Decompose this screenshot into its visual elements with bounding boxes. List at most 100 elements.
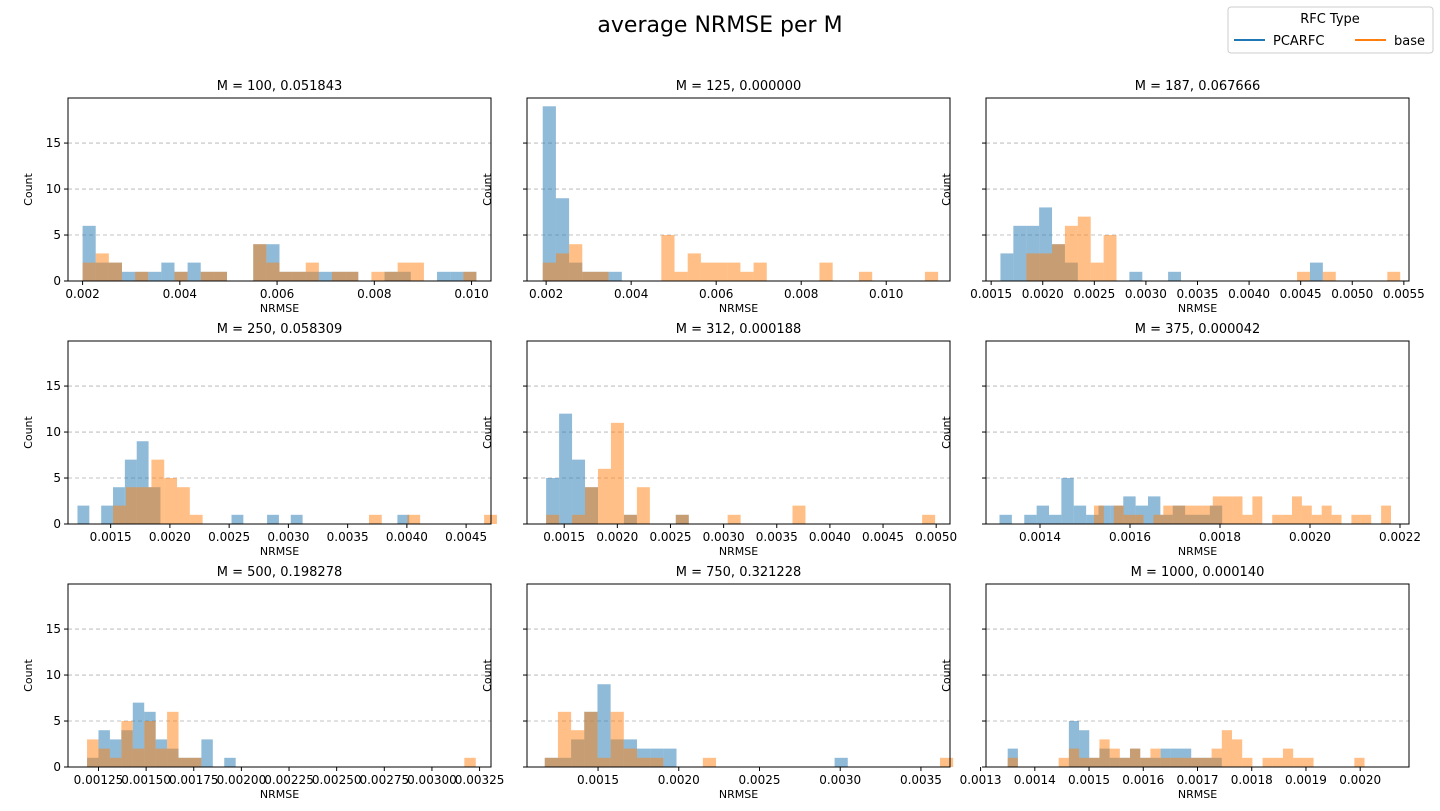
bar-pcarfc [1309,262,1323,281]
bar-base [1039,253,1053,281]
y-tick-label: 0 [53,274,61,288]
x-tick-label: 0.0015 [543,530,585,544]
x-tick-label: 0.0040 [1228,287,1270,301]
y-tick-label: 5 [53,471,61,485]
x-tick-label: 0.002 [529,287,563,301]
x-tick-label: 0.00175 [169,773,219,787]
bar-pcarfc [1079,730,1090,767]
bar-base [384,271,398,281]
bar-base [113,505,126,524]
bar-base [610,711,624,767]
x-tick-label: 0.0022 [1379,530,1421,544]
x-tick-label: 0.0025 [738,773,780,787]
x-tick-label: 0.004 [163,287,197,301]
bar-base [1133,514,1144,524]
x-tick-label: 0.00275 [359,773,409,787]
bar-pcarfc [1168,271,1181,281]
bar-base [463,271,477,281]
bar-base [1123,514,1134,524]
bar-base [595,271,609,281]
bar-base [1242,514,1253,524]
bar-base [1153,514,1164,524]
x-tick-label: 0.0017 [1177,773,1219,787]
bar-pcarfc [663,748,677,767]
x-tick-label: 0.00200 [217,773,267,787]
bar-base [189,514,203,524]
bar-base [1321,505,1332,524]
y-axis-label: Count [940,415,953,448]
bar-base [753,262,767,281]
bar-base [1150,748,1161,767]
bar-pcarfc [187,262,201,281]
panel-7: M = 750, 0.321228 0.0015 0.0020 0.0025 0.003… [481,565,954,801]
bar-base [177,487,190,524]
bar-base [1202,505,1213,524]
bar-base [1058,757,1069,767]
figure-title: average NRMSE per M [597,13,842,38]
bar-pcarfc [148,271,162,281]
x-axis-label: NRMSE [260,545,299,558]
y-axis-label: Count [22,658,35,691]
x-tick-label: 0.0018 [1199,530,1241,544]
bar-base [1090,262,1104,281]
bar-base [1354,757,1365,767]
bar-base [164,478,178,524]
bar-base [1163,505,1174,524]
bar-base [675,514,689,524]
bar-pcarfc [1073,505,1087,524]
panel-title: M = 250, 0.058309 [217,322,342,337]
x-tick-label: 0.0045 [1280,287,1322,301]
y-tick-label: 15 [46,136,61,150]
bar-base [674,271,688,281]
bar-base [792,505,806,524]
x-tick-label: 0.0055 [1383,287,1425,301]
x-tick-label: 0.0020 [1022,287,1064,301]
axes-frame [526,97,951,282]
x-axis-label: NRMSE [260,302,299,315]
x-tick-label: 0.0030 [1125,287,1167,301]
bar-base [178,757,190,767]
legend: RFC Type PCARFC base [1227,6,1434,54]
bar-base [1181,757,1192,767]
y-axis-label: Count [940,172,953,205]
bar-base [167,711,179,767]
bar-base [155,748,168,767]
bar-base [1130,748,1141,767]
bar-base [1193,505,1203,524]
panels: M = 100, 0.051843 0 5 10 15 0.002 0.004 0.006 0.… [22,79,1425,801]
bar-pcarfc [224,757,236,767]
bar-base [368,514,382,524]
bar-base [109,757,122,767]
x-tick-label: 0.0016 [1109,530,1151,544]
bar-base [572,514,586,524]
x-tick-label: 0.0020 [1339,773,1381,787]
bar-base [1222,496,1233,524]
bar-pcarfc [1061,478,1074,524]
bar-base [174,271,188,281]
bar-base [1242,757,1253,767]
x-tick-label: 0.0030 [703,530,745,544]
bar-base [1351,514,1362,524]
x-tick-label: 0.00300 [407,773,457,787]
bar-base [1119,757,1131,767]
legend-frame [1227,6,1434,54]
bar-base [1297,271,1310,281]
x-tick-label: 0.008 [784,287,818,301]
y-axis-label: Count [481,415,494,448]
bar-base [584,711,598,767]
bar-base [585,487,598,524]
axes-frame [985,583,1410,768]
bar-base [1252,496,1263,524]
y-axis-label: Count [481,172,494,205]
bar-base [1079,757,1090,767]
bar-base [1183,505,1193,524]
bar-base [292,271,306,281]
panel-title: M = 312, 0.000188 [676,322,801,337]
panel-3: M = 250, 0.058309 0 5 10 15 0.0015 0.0020 0.002… [22,322,497,558]
bar-base [1272,514,1283,524]
bar-base [135,271,149,281]
bar-base [702,757,717,767]
bar-base [82,262,96,281]
bar-base [597,468,611,524]
